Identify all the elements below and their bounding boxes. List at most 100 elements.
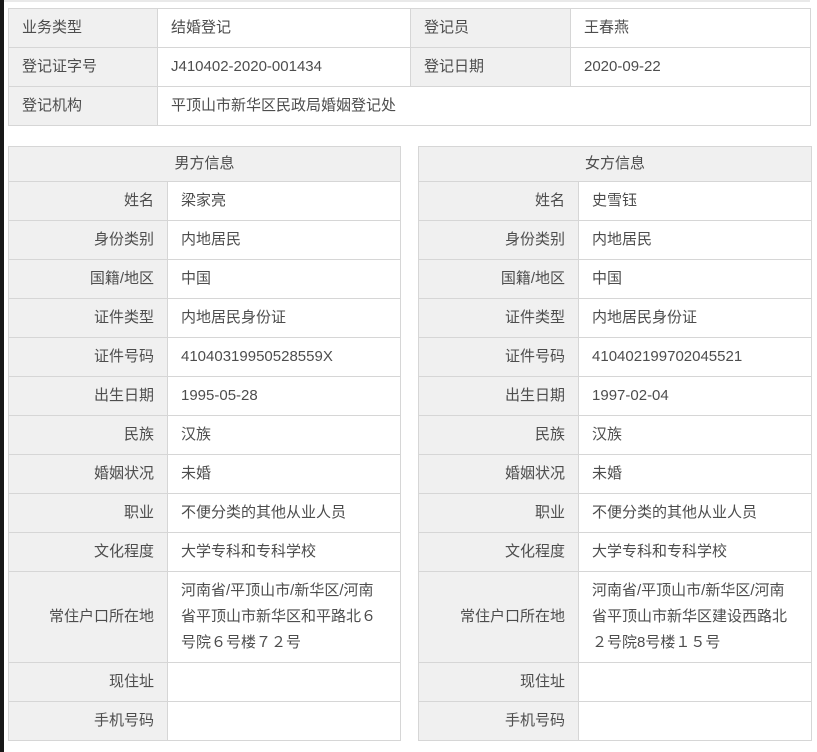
field-label: 证件号码 <box>418 337 580 377</box>
table-row: 职业 不便分类的其他从业人员 <box>418 493 813 533</box>
table-row: 文化程度 大学专科和专科学校 <box>8 532 402 572</box>
field-label: 现住址 <box>418 662 580 702</box>
table-row: 国籍/地区 中国 <box>8 259 402 299</box>
field-label: 文化程度 <box>418 532 580 572</box>
male-info-table: 男方信息 姓名 梁家亮 身份类别 内地居民 国籍/地区 <box>7 146 402 741</box>
table-row: 身份类别 内地居民 <box>418 220 813 260</box>
table-row: 证件类型 内地居民身份证 <box>418 298 813 338</box>
registration-date-label: 登记日期 <box>410 47 571 87</box>
screenshot-left-edge <box>0 0 4 752</box>
field-label: 国籍/地区 <box>418 259 580 299</box>
field-value: 河南省/平顶山市/新华区/河南省平顶山市新华区和平路北６号院６号楼７２号 <box>166 571 402 663</box>
field-label: 婚姻状况 <box>8 454 168 494</box>
table-row: 常住户口所在地 河南省/平顶山市/新华区/河南省平顶山市新华区建设西路北２号院8… <box>418 571 813 663</box>
table-row: 国籍/地区 中国 <box>418 259 813 299</box>
registration-row-1: 业务类型 结婚登记 登记员 王春燕 <box>8 8 811 48</box>
parties-info-section: 男方信息 姓名 梁家亮 身份类别 内地居民 国籍/地区 <box>7 146 813 741</box>
table-row: 出生日期 1997-02-04 <box>418 376 813 416</box>
field-value <box>166 701 402 741</box>
table-row: 姓名 梁家亮 <box>8 181 402 221</box>
field-value: 河南省/平顶山市/新华区/河南省平顶山市新华区建设西路北２号院8号楼１５号 <box>578 571 813 663</box>
field-value: 41040319950528559X <box>166 337 402 377</box>
field-value: 不便分类的其他从业人员 <box>578 493 813 533</box>
field-value: 不便分类的其他从业人员 <box>166 493 402 533</box>
field-label: 手机号码 <box>8 701 168 741</box>
registration-summary-table: 业务类型 结婚登记 登记员 王春燕 登记证字号 J410402-2020-001… <box>8 8 811 126</box>
field-value: 未婚 <box>578 454 813 494</box>
registration-row-2: 登记证字号 J410402-2020-001434 登记日期 2020-09-2… <box>8 47 811 87</box>
field-label: 证件类型 <box>418 298 580 338</box>
table-row: 现住址 <box>8 662 402 702</box>
field-label: 文化程度 <box>8 532 168 572</box>
female-info-header-row: 女方信息 <box>418 146 813 182</box>
field-value: 内地居民身份证 <box>166 298 402 338</box>
field-value: 内地居民身份证 <box>578 298 813 338</box>
field-label: 姓名 <box>418 181 580 221</box>
table-row: 民族 汉族 <box>8 415 402 455</box>
female-info-table: 女方信息 姓名 史雪钰 身份类别 内地居民 国籍/地区 <box>418 146 813 741</box>
field-label: 出生日期 <box>8 376 168 416</box>
field-value: 中国 <box>166 259 402 299</box>
certificate-number-label: 登记证字号 <box>8 47 158 87</box>
table-row: 现住址 <box>418 662 813 702</box>
field-value: 内地居民 <box>166 220 402 260</box>
field-label: 证件类型 <box>8 298 168 338</box>
table-row: 文化程度 大学专科和专科学校 <box>418 532 813 572</box>
field-label: 手机号码 <box>418 701 580 741</box>
table-row: 职业 不便分类的其他从业人员 <box>8 493 402 533</box>
registration-date-value: 2020-09-22 <box>570 47 811 87</box>
marriage-registration-record: 业务类型 结婚登记 登记员 王春燕 登记证字号 J410402-2020-001… <box>7 8 813 741</box>
business-type-label: 业务类型 <box>8 8 158 48</box>
table-row: 证件号码 410402199702045521 <box>418 337 813 377</box>
table-row: 证件号码 41040319950528559X <box>8 337 402 377</box>
female-info-title: 女方信息 <box>418 146 813 182</box>
table-row: 婚姻状况 未婚 <box>8 454 402 494</box>
field-value: 1995-05-28 <box>166 376 402 416</box>
male-info-rows: 姓名 梁家亮 身份类别 内地居民 国籍/地区 中国 证件类型 <box>8 181 402 741</box>
field-value: 大学专科和专科学校 <box>578 532 813 572</box>
field-value: 史雪钰 <box>578 181 813 221</box>
field-label: 常住户口所在地 <box>418 571 580 663</box>
registration-row-3: 登记机构 平顶山市新华区民政局婚姻登记处 <box>8 86 811 126</box>
field-label: 身份类别 <box>8 220 168 260</box>
registration-org-value: 平顶山市新华区民政局婚姻登记处 <box>157 86 811 126</box>
registration-org-label: 登记机构 <box>8 86 158 126</box>
field-label: 姓名 <box>8 181 168 221</box>
table-row: 婚姻状况 未婚 <box>418 454 813 494</box>
field-label: 职业 <box>8 493 168 533</box>
business-type-value: 结婚登记 <box>157 8 411 48</box>
field-label: 职业 <box>418 493 580 533</box>
table-row: 出生日期 1995-05-28 <box>8 376 402 416</box>
field-value: 未婚 <box>166 454 402 494</box>
screenshot-top-edge <box>4 0 810 2</box>
table-row: 手机号码 <box>8 701 402 741</box>
field-label: 现住址 <box>8 662 168 702</box>
table-row: 手机号码 <box>418 701 813 741</box>
field-label: 民族 <box>418 415 580 455</box>
registrar-value: 王春燕 <box>570 8 811 48</box>
field-value: 内地居民 <box>578 220 813 260</box>
table-row: 证件类型 内地居民身份证 <box>8 298 402 338</box>
field-value: 汉族 <box>166 415 402 455</box>
female-info-rows: 姓名 史雪钰 身份类别 内地居民 国籍/地区 中国 证件类型 <box>418 181 813 741</box>
table-row: 身份类别 内地居民 <box>8 220 402 260</box>
field-value: 1997-02-04 <box>578 376 813 416</box>
field-label: 常住户口所在地 <box>8 571 168 663</box>
field-value: 中国 <box>578 259 813 299</box>
field-value <box>578 701 813 741</box>
male-info-header-row: 男方信息 <box>7 146 402 182</box>
field-label: 民族 <box>8 415 168 455</box>
field-value: 汉族 <box>578 415 813 455</box>
field-label: 证件号码 <box>8 337 168 377</box>
table-row: 姓名 史雪钰 <box>418 181 813 221</box>
table-row: 常住户口所在地 河南省/平顶山市/新华区/河南省平顶山市新华区和平路北６号院６号… <box>8 571 402 663</box>
male-info-title: 男方信息 <box>7 146 402 182</box>
field-label: 身份类别 <box>418 220 580 260</box>
field-value <box>578 662 813 702</box>
field-value: 梁家亮 <box>166 181 402 221</box>
certificate-number-value: J410402-2020-001434 <box>157 47 411 87</box>
registrar-label: 登记员 <box>410 8 571 48</box>
field-label: 出生日期 <box>418 376 580 416</box>
field-value <box>166 662 402 702</box>
field-label: 国籍/地区 <box>8 259 168 299</box>
